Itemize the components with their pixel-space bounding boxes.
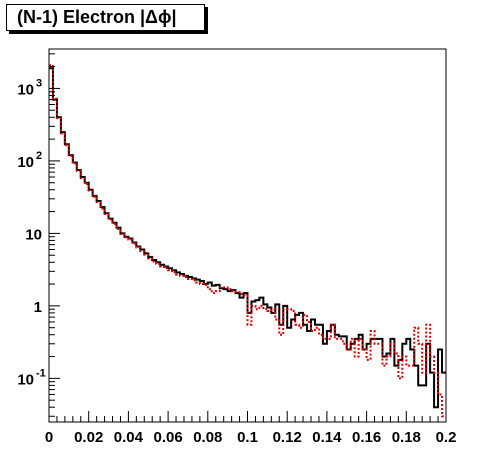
x-tick-label: 0.06: [153, 429, 182, 446]
y-tick-exponent: -1: [36, 367, 46, 379]
x-tick-label: 0.18: [392, 429, 421, 446]
histogram-series-1: [49, 67, 446, 409]
y-tick-label: 10: [17, 154, 34, 171]
x-tick-label: 0.02: [74, 429, 103, 446]
x-tick-label: 0.14: [312, 429, 342, 446]
x-tick-label: 0.1: [237, 429, 258, 446]
y-tick-exponent: 3: [36, 77, 42, 89]
y-tick-exponent: 2: [36, 150, 42, 162]
histogram-series-2: [49, 64, 446, 418]
y-tick-label: 1: [34, 299, 42, 316]
x-tick-label: 0.12: [273, 429, 302, 446]
y-tick-label: 10: [25, 226, 42, 243]
plot-frame: [48, 48, 447, 423]
y-tick-label: 10: [17, 81, 34, 98]
chart-title: (N-1) Electron |Δϕ|: [6, 4, 205, 31]
x-tick-label: 0.04: [114, 429, 144, 446]
y-tick-label: 10: [17, 371, 34, 388]
x-tick-label: 0.08: [193, 429, 222, 446]
x-tick-label: 0.2: [436, 429, 457, 446]
x-tick-label: 0.16: [352, 429, 381, 446]
x-tick-label: 0: [45, 429, 53, 446]
